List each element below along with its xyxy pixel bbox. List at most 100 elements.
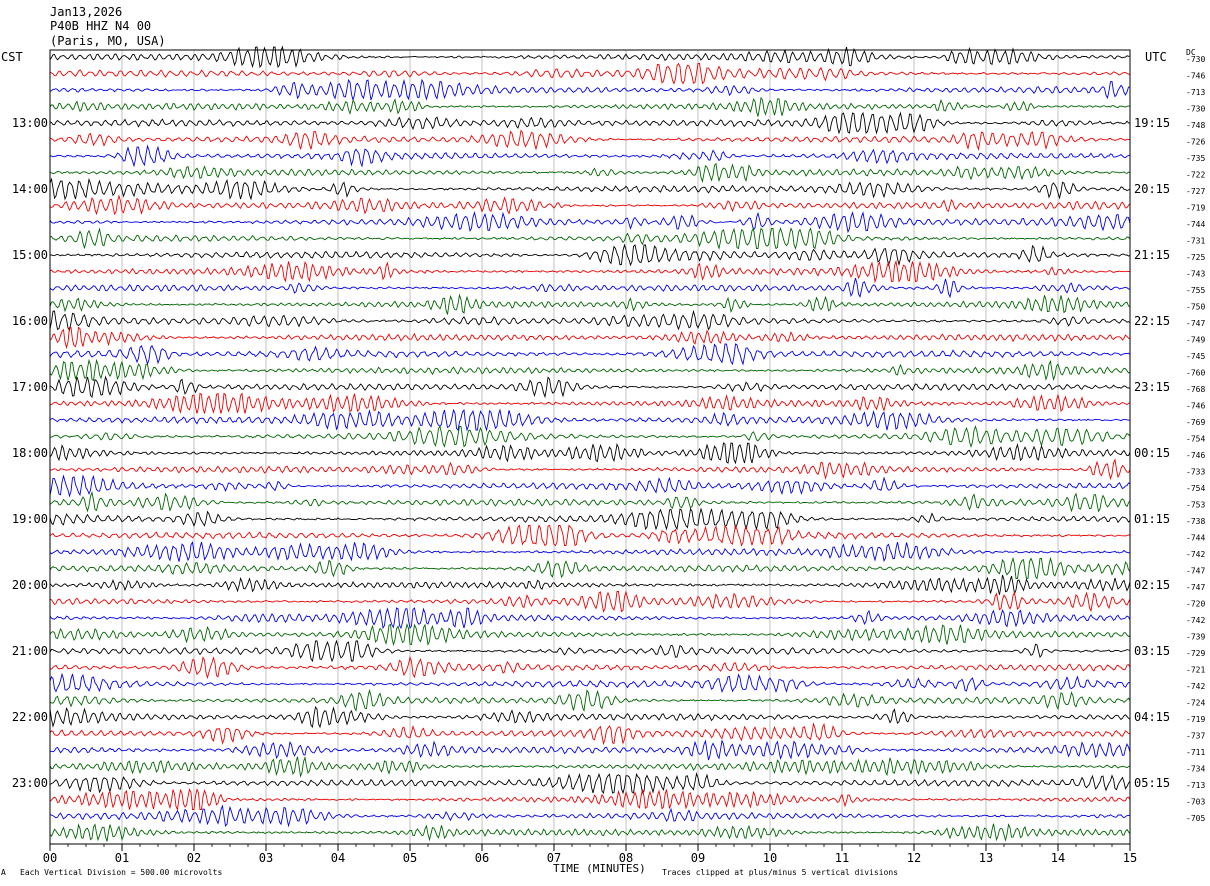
x-tick-label: 03 [259,851,273,865]
dc-offset-label: -713 [1186,781,1205,790]
dc-offset-label: -733 [1186,468,1205,477]
dc-offset-label: -742 [1186,616,1205,625]
trace-line [49,491,1131,513]
trace-line [49,111,1131,135]
right-hour-label: 02:15 [1134,578,1170,592]
dc-offset-label: -734 [1186,765,1205,774]
dc-offset-label: -742 [1186,550,1205,559]
right-timezone-label: UTC [1145,50,1167,64]
x-tick-label: 05 [403,851,417,865]
left-hour-label: 22:00 [12,710,48,724]
left-hour-label: 18:00 [12,446,48,460]
trace-line [49,358,1131,382]
dc-offset-label: -753 [1186,501,1205,510]
left-hour-label: 13:00 [12,116,48,130]
dc-offset-label: -746 [1186,451,1205,460]
x-tick-label: 06 [475,851,489,865]
right-hour-label: 22:15 [1134,314,1170,328]
trace-line [49,622,1131,647]
trace-line [49,144,1131,168]
trace-line [49,655,1131,680]
x-tick-label: 11 [835,851,849,865]
trace-line [49,162,1131,184]
dc-offset-label: -726 [1186,138,1205,147]
x-tick-label: 09 [691,851,705,865]
dc-offset-label: -731 [1186,237,1205,246]
dc-offset-label: -768 [1186,385,1205,394]
dc-offset-label: -730 [1186,55,1205,64]
trace-line [49,556,1131,580]
trace-line [49,442,1131,465]
dc-offset-label: -703 [1186,798,1205,807]
trace-line [49,672,1131,694]
trace-line [49,804,1131,828]
x-tick-label: 07 [547,851,561,865]
trace-line [49,62,1131,85]
right-hour-label: 00:15 [1134,446,1170,460]
right-hour-label: 01:15 [1134,512,1170,526]
left-hour-label: 14:00 [12,182,48,196]
left-hour-label: 15:00 [12,248,48,262]
trace-line [49,375,1131,399]
x-tick-label: 04 [331,851,345,865]
corner-mark: A [1,868,6,877]
x-tick-label: 02 [187,851,201,865]
dc-offset-label: -722 [1186,171,1205,180]
trace-line [49,78,1130,102]
left-hour-label: 16:00 [12,314,48,328]
trace-line [49,177,1131,201]
right-hour-label: 23:15 [1134,380,1170,394]
trace-line [49,788,1131,812]
trace-line [49,343,1131,366]
dc-offset-label: -730 [1186,105,1205,114]
left-timezone-label: CST [1,50,23,64]
right-hour-label: 21:15 [1134,248,1170,262]
trace-line [49,458,1131,481]
dc-offset-label: -749 [1186,336,1205,345]
left-hour-label: 23:00 [12,776,48,790]
dc-offset-label: -747 [1186,319,1205,328]
right-hour-label: 05:15 [1134,776,1170,790]
trace-line [49,688,1131,713]
trace-line [49,722,1131,746]
trace-line [49,607,1131,630]
dc-label: DC [1186,48,1196,57]
trace-line [49,129,1131,151]
dc-offset-label: -742 [1186,682,1205,691]
clip-note: Traces clipped at plus/minus 5 vertical … [662,868,899,877]
dc-offset-label: -711 [1186,748,1205,757]
dc-offset-label: -743 [1186,270,1205,279]
x-tick-label: 08 [619,851,633,865]
trace-line [49,474,1131,498]
right-hour-label: 04:15 [1134,710,1170,724]
dc-offset-label: -738 [1186,517,1205,526]
dc-offset-label: -719 [1186,715,1205,724]
dc-offset-label: -727 [1186,187,1205,196]
right-hour-label: 03:15 [1134,644,1170,658]
dc-offset-label: -724 [1186,699,1205,708]
dc-offset-label: -735 [1186,154,1205,163]
dc-offset-label: -739 [1186,633,1205,642]
trace-line [50,392,1131,414]
trace-line [49,408,1131,432]
plot-frame [49,49,1131,845]
dc-offset-label: -720 [1186,600,1205,609]
left-hour-label: 19:00 [12,512,48,526]
scale-note: Each Vertical Division = 500.00 microvol… [20,868,223,877]
trace-line [49,574,1131,596]
trace-line [49,277,1131,299]
x-tick-label: 00 [43,851,57,865]
dc-offset-label: -769 [1186,418,1205,427]
x-tick-label: 12 [907,851,921,865]
trace-line [49,705,1131,729]
dc-offset-label: -729 [1186,649,1205,658]
x-axis-title: TIME (MINUTES) [553,862,646,875]
dc-offset-label: -721 [1186,666,1205,675]
chart-location: (Paris, MO, USA) [50,34,166,48]
left-hour-label: 20:00 [12,578,48,592]
dc-offset-label: -747 [1186,583,1205,592]
trace-line [49,309,1131,332]
right-hour-label: 20:15 [1134,182,1170,196]
dc-offset-label: -705 [1186,814,1205,823]
trace-line [49,540,1131,563]
